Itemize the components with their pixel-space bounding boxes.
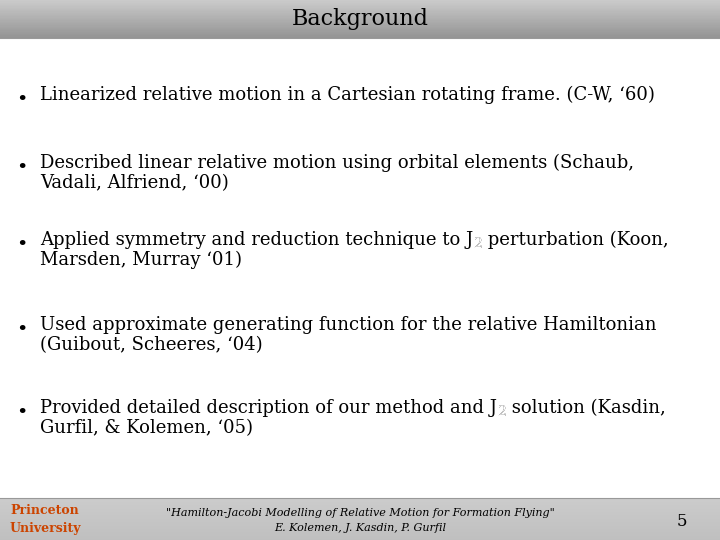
Bar	[0, 33, 720, 36]
Bar	[0, 532, 720, 535]
Bar	[0, 22, 720, 24]
Text: Applied symmetry and reduction technique to J: Applied symmetry and reduction technique…	[40, 231, 473, 249]
Bar	[0, 499, 720, 501]
Bar	[0, 500, 720, 502]
Text: 5: 5	[677, 512, 688, 530]
Bar	[0, 521, 720, 523]
Bar	[0, 511, 720, 514]
Bar	[0, 0, 720, 1]
Bar	[0, 504, 720, 507]
Text: Used approximate generating function for the relative Hamiltonian: Used approximate generating function for…	[40, 316, 657, 334]
Bar	[0, 25, 720, 26]
Bar	[0, 20, 720, 22]
Text: •: •	[17, 236, 27, 254]
Bar	[0, 528, 720, 530]
Bar	[0, 26, 720, 28]
Bar	[0, 4, 720, 6]
Bar	[0, 513, 720, 515]
Bar	[0, 507, 720, 509]
Bar	[0, 509, 720, 511]
Text: •: •	[17, 91, 27, 109]
Bar	[0, 497, 720, 500]
Text: •: •	[17, 159, 27, 177]
Bar	[0, 514, 720, 516]
Text: E. Kolemen, J. Kasdin, P. Gurfil: E. Kolemen, J. Kasdin, P. Gurfil	[274, 523, 446, 533]
Text: Gurfil, & Kolemen, ‘05): Gurfil, & Kolemen, ‘05)	[40, 419, 253, 437]
Bar	[0, 518, 720, 521]
Text: Princeton: Princeton	[10, 504, 78, 517]
Bar	[0, 534, 720, 536]
Bar	[0, 6, 720, 8]
Bar	[0, 38, 720, 498]
Bar	[0, 516, 720, 518]
Bar	[0, 36, 720, 38]
Bar	[0, 15, 720, 16]
Bar	[0, 31, 720, 33]
Bar	[0, 503, 720, 505]
Bar	[0, 527, 720, 529]
Bar	[0, 17, 720, 19]
Bar	[0, 2, 720, 4]
Bar	[0, 8, 720, 10]
Bar	[0, 517, 720, 519]
Bar	[0, 24, 720, 25]
Bar	[0, 32, 720, 34]
Bar	[0, 506, 720, 508]
Bar	[0, 510, 720, 512]
Text: Background: Background	[292, 8, 428, 30]
Bar	[0, 12, 720, 14]
Text: Provided detailed description of our method and J: Provided detailed description of our met…	[40, 399, 497, 417]
Bar	[0, 16, 720, 18]
Text: Vadali, Alfriend, ‘00): Vadali, Alfriend, ‘00)	[40, 174, 229, 192]
Text: •: •	[17, 404, 27, 422]
Bar	[0, 523, 720, 524]
Bar	[0, 3, 720, 5]
Bar	[0, 535, 720, 537]
Bar	[0, 18, 720, 21]
Bar	[0, 530, 720, 531]
Bar	[0, 11, 720, 12]
Bar	[0, 7, 720, 9]
Text: "Hamilton-Jacobi Modelling of Relative Motion for Formation Flying": "Hamilton-Jacobi Modelling of Relative M…	[166, 508, 554, 518]
Bar	[0, 525, 720, 528]
Text: University: University	[10, 522, 81, 535]
Text: (Guibout, Scheeres, ‘04): (Guibout, Scheeres, ‘04)	[40, 336, 263, 354]
Bar	[0, 1, 720, 3]
Text: perturbation (Koon,: perturbation (Koon,	[482, 231, 669, 249]
Bar	[0, 35, 720, 37]
Text: Described linear relative motion using orbital elements (Schaub,: Described linear relative motion using o…	[40, 154, 634, 172]
Bar	[0, 502, 720, 504]
Text: Marsden, Murray ‘01): Marsden, Murray ‘01)	[40, 251, 242, 269]
Bar	[0, 524, 720, 526]
Text: Linearized relative motion in a Cartesian rotating frame. (C-W, ‘60): Linearized relative motion in a Cartesia…	[40, 86, 655, 104]
Text: 2: 2	[473, 238, 482, 252]
Text: 2: 2	[497, 406, 505, 420]
Text: solution (Kasdin,: solution (Kasdin,	[505, 399, 665, 417]
Bar	[0, 10, 720, 11]
Bar	[0, 14, 720, 15]
Bar	[0, 30, 720, 32]
Bar	[0, 531, 720, 533]
Bar	[0, 520, 720, 522]
Bar	[0, 538, 720, 540]
Text: 2: 2	[497, 406, 505, 420]
Text: •: •	[17, 321, 27, 339]
Bar	[0, 28, 720, 29]
Bar	[0, 21, 720, 23]
Bar	[0, 537, 720, 538]
Text: 2: 2	[473, 238, 482, 252]
Bar	[0, 29, 720, 30]
